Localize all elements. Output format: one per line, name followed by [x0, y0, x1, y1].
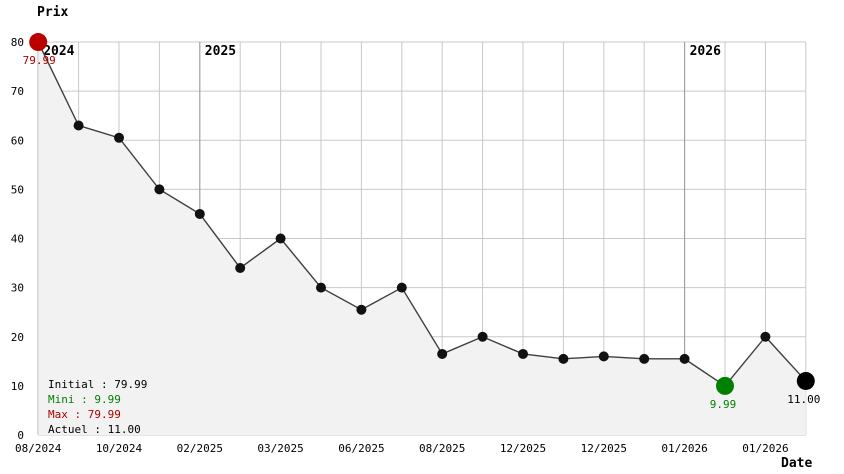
y-tick-label: 40: [11, 233, 24, 246]
data-point: [598, 351, 609, 362]
data-point: [275, 233, 286, 244]
year-label: 2026: [690, 44, 721, 59]
data-point: [396, 282, 407, 293]
x-tick-label: 12/2025: [581, 442, 627, 455]
y-tick-label: 80: [11, 36, 24, 49]
data-point: [558, 353, 569, 364]
data-point: [639, 353, 650, 364]
x-axis-title: Date: [781, 456, 813, 471]
price-line: [37, 41, 807, 387]
legend-initial: Initial : 79.99: [48, 378, 148, 391]
y-tick-label: 30: [11, 282, 24, 295]
area-fill: [38, 42, 806, 435]
x-tick-label: 02/2025: [177, 442, 223, 455]
y-tick-label: 60: [11, 134, 24, 147]
data-point: [477, 331, 488, 342]
min-point-label: 9.99: [710, 398, 737, 411]
data-point: [316, 282, 326, 293]
max-point-label: 79.99: [23, 54, 56, 67]
x-tick-label: 08/2024: [15, 442, 62, 455]
y-tick-label: 70: [11, 85, 24, 98]
data-point: [73, 120, 84, 131]
current-point: [796, 371, 815, 390]
y-tick-label: 10: [11, 380, 24, 393]
chart-legend: Initial : 79.99 Mini : 9.99 Max : 79.99 …: [48, 377, 147, 437]
x-tick-label: 01/2026: [742, 442, 788, 455]
x-tick-label: 01/2026: [661, 442, 707, 455]
legend-actuel: Actuel : 11.00: [48, 423, 141, 436]
data-point: [154, 184, 165, 195]
y-axis-title: Prix: [37, 5, 69, 20]
max-point: [29, 33, 48, 52]
data-point: [356, 304, 367, 315]
x-tick-label: 03/2025: [257, 442, 303, 455]
y-tick-label: 0: [17, 429, 24, 442]
y-tick-label: 50: [11, 183, 24, 196]
x-tick-label: 06/2025: [338, 442, 384, 455]
data-point: [437, 348, 448, 359]
y-tick-label: 20: [11, 331, 24, 344]
year-label: 2024: [43, 44, 74, 59]
legend-max: Max : 79.99: [48, 408, 121, 421]
data-point: [235, 262, 246, 273]
min-point: [716, 376, 734, 395]
legend-mini: Mini : 9.99: [48, 393, 121, 406]
year-label: 2025: [205, 44, 236, 59]
x-tick-label: 10/2024: [96, 442, 143, 455]
data-point: [679, 353, 690, 364]
data-point: [194, 208, 205, 219]
data-point: [114, 132, 124, 143]
current-point-label: 11.00: [787, 393, 820, 406]
data-point: [518, 348, 528, 359]
x-tick-label: 08/2025: [419, 442, 465, 455]
x-tick-label: 12/2025: [500, 442, 546, 455]
data-point: [760, 331, 771, 342]
